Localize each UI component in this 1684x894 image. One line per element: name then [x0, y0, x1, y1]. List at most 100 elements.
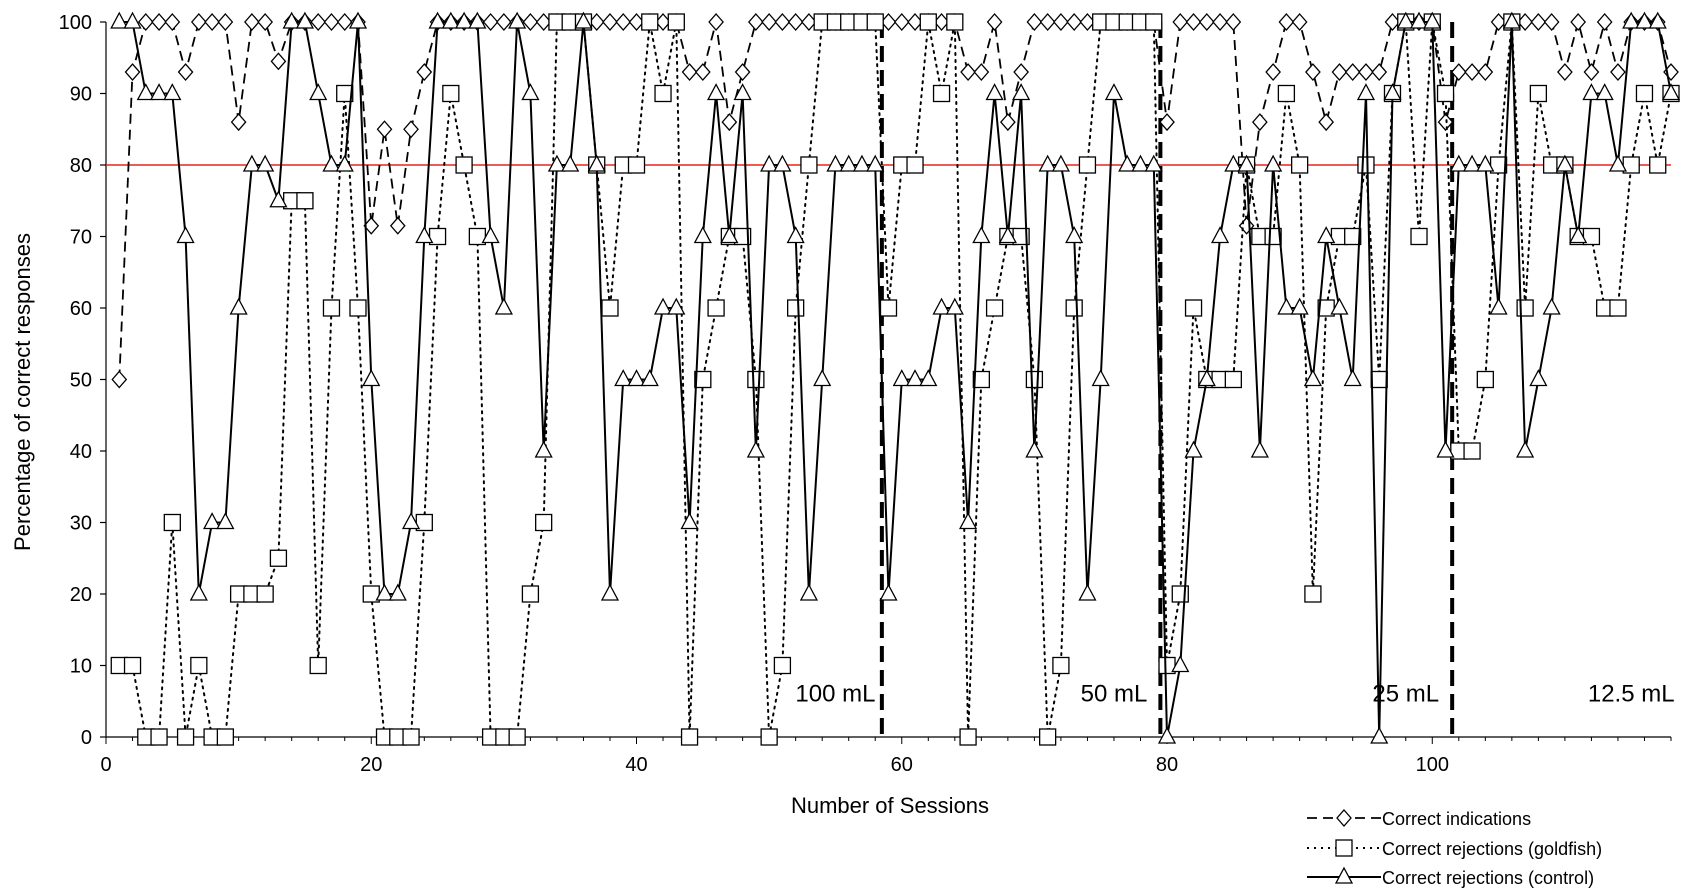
square-point [694, 370, 712, 389]
diamond-point [124, 63, 141, 82]
square-point [349, 299, 367, 317]
square-point [1052, 656, 1070, 675]
triangle-point [667, 297, 686, 315]
triangle-point [958, 512, 978, 530]
x-tick-label: 0 [100, 754, 111, 776]
square-point [773, 656, 792, 675]
series-line [118, 21, 1672, 738]
triangle-point [1476, 154, 1495, 172]
square-point [946, 13, 964, 31]
diamond-point [111, 370, 128, 389]
diamond-point [1477, 63, 1494, 82]
diamond-point [1159, 113, 1175, 132]
square-point [1344, 227, 1362, 246]
x-tick-label: 100 [1416, 754, 1449, 776]
diamond-point [1358, 63, 1374, 82]
triangle-point [866, 154, 885, 172]
diamond-point [177, 63, 194, 82]
triangle-point [600, 583, 620, 601]
square-point [787, 299, 805, 317]
triangle-point [309, 83, 328, 101]
diamond-point [1583, 63, 1600, 82]
square-point [1370, 370, 1388, 389]
square-point [123, 656, 142, 675]
square-point [1078, 156, 1097, 174]
diamond-point [1530, 13, 1547, 31]
triangle-point [1131, 154, 1150, 172]
triangle-point [574, 11, 593, 29]
square-point [296, 192, 314, 210]
diamond-point [694, 63, 711, 82]
triangle-point [707, 83, 726, 101]
diamond-point [1344, 63, 1361, 82]
triangle-point [1303, 369, 1322, 387]
diamond-point [1543, 13, 1560, 31]
diamond-point [482, 13, 499, 31]
triangle-point [1171, 655, 1190, 673]
square-point [601, 299, 619, 317]
triangle-point [1118, 154, 1137, 172]
y-tick-label: 80 [70, 155, 92, 177]
square-point [402, 728, 420, 746]
square-point [879, 299, 898, 317]
triangle-point [1012, 83, 1031, 101]
diamond-point [1000, 113, 1016, 132]
square-point [627, 156, 646, 174]
square-point [1290, 156, 1309, 174]
square-point [1304, 585, 1322, 603]
triangle-point [720, 226, 739, 244]
triangle-point [1104, 83, 1124, 101]
legend-label: Correct indications [1382, 809, 1531, 829]
diamond-point [389, 216, 406, 235]
diamond-point [721, 113, 738, 132]
triangle-point [1569, 226, 1588, 244]
triangle-point [773, 154, 792, 172]
diamond-point [615, 13, 632, 31]
triangle-point [348, 11, 368, 29]
triangle-point [1370, 726, 1389, 744]
y-tick-label: 70 [70, 227, 92, 249]
triangle-point [455, 11, 474, 29]
series-line [119, 21, 1672, 738]
square-point [1410, 227, 1428, 246]
triangle-point [1555, 154, 1574, 172]
triangle-point [1542, 297, 1561, 315]
legend: Correct indications Correct rejections (g… [1307, 809, 1602, 888]
y-axis-title: Percentage of correct responses [10, 233, 35, 551]
square-point [163, 513, 181, 532]
triangle-point [985, 83, 1004, 101]
series-square [110, 13, 1680, 746]
diamond-point [960, 63, 976, 82]
triangle-point [733, 83, 752, 101]
square-point [1463, 442, 1481, 460]
phase-label: 50 mL [1081, 680, 1148, 707]
diamond-point [893, 13, 910, 31]
diamond-point [323, 13, 340, 31]
triangle-point [481, 226, 500, 244]
diamond-point [774, 13, 791, 31]
triangle-point [680, 512, 699, 530]
triangle-point [1529, 369, 1548, 387]
diamond-point [1225, 13, 1242, 31]
square-point [1357, 156, 1375, 174]
square-point [1025, 370, 1044, 389]
series-diamond [111, 13, 1679, 389]
phase-label: 100 mL [795, 680, 875, 707]
diamond-point [1570, 13, 1587, 31]
diamond-point [257, 13, 274, 31]
square-point [269, 549, 288, 567]
triangle-point [892, 369, 911, 387]
triangle-point [852, 154, 872, 172]
triangle-point [1157, 726, 1177, 744]
y-tick-label: 10 [70, 656, 92, 678]
phase-label: 12.5 mL [1588, 680, 1675, 707]
triangle-point [149, 83, 169, 101]
triangle-point [1489, 297, 1508, 315]
square-point [1145, 13, 1163, 31]
triangle-point [1582, 83, 1601, 101]
diamond-point [270, 52, 287, 71]
square-point [1635, 84, 1654, 103]
square-point [932, 84, 951, 103]
triangle-point [1065, 226, 1084, 244]
triangle-point [256, 154, 275, 172]
